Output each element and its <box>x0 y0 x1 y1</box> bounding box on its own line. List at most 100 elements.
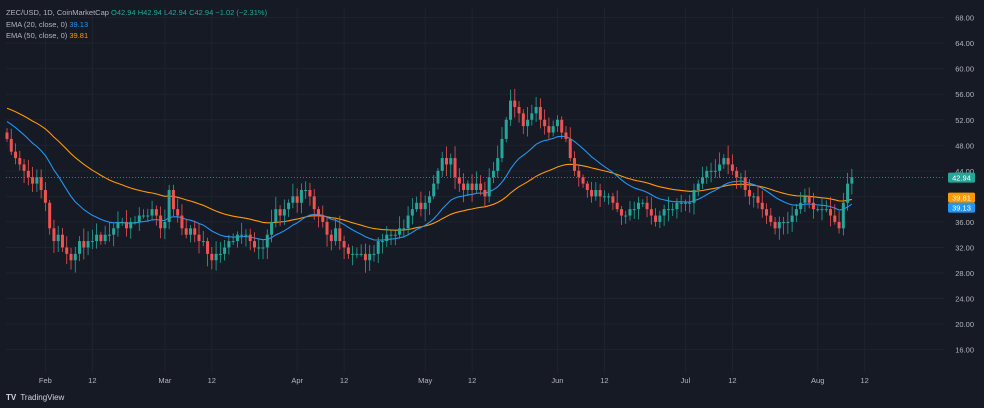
candle-body <box>9 138 13 152</box>
high-value: H42.94 <box>137 8 162 17</box>
candle-body <box>351 253 355 255</box>
candle-body <box>398 228 402 235</box>
time-tick-label: Mar <box>158 376 171 385</box>
candle-body <box>709 170 713 172</box>
candle-body <box>602 196 606 198</box>
candle-body <box>773 221 777 229</box>
candle-body <box>509 100 513 120</box>
candle-body <box>696 183 700 190</box>
candle-body <box>329 234 333 242</box>
candle-body <box>513 100 517 107</box>
price-tick-label: 44.00 <box>955 167 974 176</box>
candle-body <box>829 209 833 216</box>
candle-body <box>726 158 730 165</box>
candle-body <box>171 190 175 210</box>
candle-body <box>782 221 786 223</box>
candle-body <box>777 221 781 229</box>
candle-body <box>769 215 773 222</box>
candle-body <box>346 247 350 254</box>
candle-body <box>393 234 397 236</box>
candle-body <box>223 247 227 254</box>
candle-body <box>86 241 90 248</box>
candle-body <box>244 234 248 236</box>
candle-body <box>150 209 154 216</box>
price-label-box <box>948 202 975 213</box>
candle-body <box>483 190 487 197</box>
candle-body <box>739 177 743 179</box>
price-tick-label: 56.00 <box>955 90 974 99</box>
candle-body <box>116 221 120 229</box>
candle-body <box>799 202 803 210</box>
candle-body <box>261 247 265 249</box>
candle-body <box>402 228 406 230</box>
ema50-value: 39.81 <box>69 31 89 40</box>
time-tick-label: 12 <box>468 376 476 385</box>
candle-body <box>747 190 751 197</box>
legend-ema50-row[interactable]: EMA (50, close, 0) 39.81 <box>6 30 267 42</box>
candle-body <box>385 234 389 242</box>
candle-body <box>658 215 662 222</box>
candle-body <box>103 234 107 242</box>
candle-body <box>389 234 393 236</box>
candle-body <box>146 215 150 217</box>
candle-body <box>470 183 474 190</box>
candle-body <box>5 132 9 139</box>
tradingview-branding[interactable]: TV TradingView <box>6 393 64 402</box>
candle-body <box>43 190 47 203</box>
price-label-text: 39.81 <box>952 194 971 203</box>
time-tick-label: Feb <box>39 376 52 385</box>
legend-ema20-row[interactable]: EMA (20, close, 0) 39.13 <box>6 19 267 31</box>
candle-body <box>432 183 436 197</box>
candle-body <box>752 196 756 198</box>
time-tick-label: Aug <box>811 376 824 385</box>
symbol-label[interactable]: ZEC/USD, 1D, CoinMarketCap <box>6 8 109 17</box>
candle-body <box>334 228 338 242</box>
candle-body <box>718 164 722 171</box>
price-tick-label: 16.00 <box>955 346 974 355</box>
time-tick-label: 12 <box>600 376 608 385</box>
candle-body <box>342 241 346 248</box>
ema-50-line <box>6 107 853 231</box>
candle-body <box>14 151 18 159</box>
candle-body <box>645 202 649 210</box>
candle-body <box>188 228 192 235</box>
candle-body <box>701 177 705 184</box>
candle-body <box>730 164 734 171</box>
price-tick-label: 20.00 <box>955 320 974 329</box>
candle-body <box>278 209 282 216</box>
candle-body <box>129 221 133 229</box>
candle-body <box>568 138 572 159</box>
candle-body <box>803 196 807 203</box>
candle-body <box>60 234 64 248</box>
candle-body <box>197 234 201 242</box>
candle-body <box>530 113 534 120</box>
candle-body <box>124 221 128 229</box>
ema20-value: 39.13 <box>69 19 89 29</box>
candle-body <box>611 196 615 203</box>
candle-body <box>133 221 137 223</box>
candle-body <box>850 177 854 184</box>
candle-body <box>585 183 589 190</box>
candle-body <box>218 253 222 255</box>
price-tick-label: 68.00 <box>955 14 974 23</box>
candle-body <box>453 158 457 178</box>
candle-body <box>231 241 235 243</box>
candle-body <box>193 228 197 235</box>
candle-body <box>39 177 43 190</box>
candle-body <box>206 241 210 254</box>
candle-body <box>457 177 461 184</box>
candle-body <box>504 119 508 139</box>
candle-body <box>359 253 363 255</box>
time-tick-label: 12 <box>340 376 348 385</box>
candle-body <box>824 209 828 211</box>
candle-body <box>257 247 261 249</box>
candle-body <box>811 202 815 210</box>
low-value: L42.94 <box>164 8 187 17</box>
legend-symbol-row: ZEC/USD, 1D, CoinMarketCap O42.94 H42.94… <box>6 7 267 19</box>
candle-body <box>325 221 329 235</box>
candle-body <box>35 177 39 184</box>
candle-body <box>406 215 410 229</box>
candle-body <box>628 209 632 216</box>
price-tick-label: 32.00 <box>955 243 974 252</box>
